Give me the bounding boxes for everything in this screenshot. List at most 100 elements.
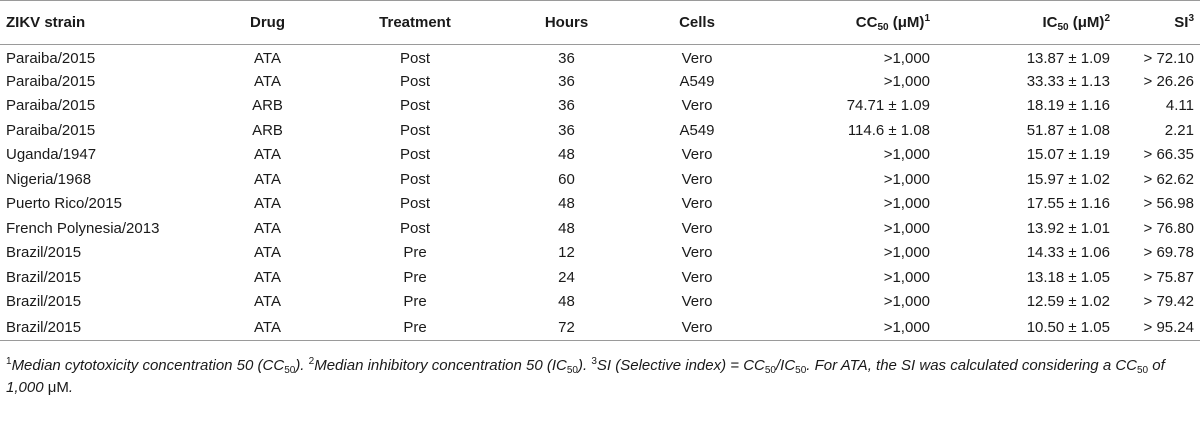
cell-cc50: >1,000 <box>756 314 936 341</box>
cell-cells: Vero <box>681 49 713 67</box>
cell-cells: Vero <box>681 293 713 311</box>
table-row: Brazil/2015 ATA Pre 72 Vero >1,000 10.50 ± 1.0… <box>0 314 1200 341</box>
cell-cells: Vero <box>638 314 756 341</box>
cell-cells: Vero <box>681 244 713 262</box>
table-row: Paraiba/2015 ARB Post 36 Vero 74.71 ± 1.09 18.… <box>0 94 1200 119</box>
cell-hours: 48 <box>558 146 575 164</box>
footnote-subscript: 50 <box>795 365 807 376</box>
cell-hours: 48 <box>558 219 575 237</box>
cell-ic50: 10.50 ± 1.05 <box>936 314 1116 341</box>
cell-si: > 26.26 <box>1143 72 1194 90</box>
cell-ic50: 17.55 ± 1.16 <box>1026 195 1110 213</box>
cell-ic50: 15.97 ± 1.02 <box>1026 170 1110 188</box>
cell-hours: 72 <box>495 314 638 341</box>
si-label: SI <box>1174 14 1189 31</box>
table-header: ZIKV strain Drug Treatment Hours Cells C… <box>0 0 1200 45</box>
cell-cells: Vero <box>681 268 713 286</box>
cell-drug: ARB <box>252 121 283 139</box>
cell-si: > 72.10 <box>1143 49 1194 67</box>
cell-treatment: Pre <box>403 293 427 311</box>
cell-strain: Nigeria/1968 <box>6 170 92 188</box>
cell-ic50: 15.07 ± 1.19 <box>1026 146 1110 164</box>
footnote-text: of 1,000 <box>6 357 1165 396</box>
cell-drug: ATA <box>254 72 281 90</box>
cell-strain: Paraiba/2015 <box>6 49 96 67</box>
cc-footnote-mark: 1 <box>924 13 930 24</box>
cell-cells: Vero <box>681 170 713 188</box>
cell-cc50: >1,000 <box>883 195 930 213</box>
cell-cells: Vero <box>681 195 713 213</box>
table-row: Uganda/1947 ATA Post 48 Vero >1,000 15.07 ± 1.… <box>0 143 1200 168</box>
ic-subscript: 50 <box>1057 22 1069 33</box>
cell-cells: Vero <box>681 97 713 115</box>
cell-hours: 12 <box>558 244 575 262</box>
header-cc50: CC50 (μM)1 <box>756 0 936 45</box>
cell-drug: ARB <box>252 97 283 115</box>
cell-ic50: 12.59 ± 1.02 <box>1026 293 1110 311</box>
header-strain: ZIKV strain <box>0 0 200 45</box>
header-ic50: IC50 (μM)2 <box>936 0 1116 45</box>
cell-treatment: Post <box>399 195 430 213</box>
cell-strain: French Polynesia/2013 <box>6 219 160 237</box>
footnote-text: . <box>68 379 74 396</box>
cell-si: > 79.42 <box>1143 293 1194 311</box>
results-table: ZIKV strain Drug Treatment Hours Cells C… <box>0 0 1200 341</box>
table-row: Paraiba/2015 ATA Post 36 A549 >1,000 33.33 ± 1… <box>0 69 1200 94</box>
cell-cc50: >1,000 <box>883 72 930 90</box>
cell-treatment: Post <box>399 219 430 237</box>
footnote-text: ). <box>295 357 309 374</box>
footnote-text: . For ATA, the SI was calculated conside… <box>806 357 1137 374</box>
header-row: ZIKV strain Drug Treatment Hours Cells C… <box>0 0 1200 45</box>
cell-treatment: Post <box>399 72 430 90</box>
footnote-mark-3: 3 <box>591 356 597 367</box>
cell-cc50: >1,000 <box>883 49 930 67</box>
cell-ic50: 14.33 ± 1.06 <box>1026 244 1110 262</box>
header-drug: Drug <box>200 0 335 45</box>
cell-hours: 48 <box>558 195 575 213</box>
cell-treatment: Post <box>399 49 430 67</box>
cell-drug: ATA <box>254 244 281 262</box>
ic-unit: (μM) <box>1068 14 1105 31</box>
footnote-subscript: 50 <box>764 365 776 376</box>
cell-si: > 76.80 <box>1143 219 1194 237</box>
cell-strain: Brazil/2015 <box>6 293 82 311</box>
footnote-subscript: 50 <box>284 365 296 376</box>
cell-si: > 95.24 <box>1116 314 1200 341</box>
footnote-text: /IC <box>776 357 796 374</box>
cell-cc50: 114.6 ± 1.08 <box>847 121 930 139</box>
footnote-text: ). <box>577 357 592 374</box>
cell-strain: Brazil/2015 <box>6 268 82 286</box>
footnote-subscript: 50 <box>566 365 578 376</box>
cell-hours: 36 <box>558 121 575 139</box>
cell-cc50: 74.71 ± 1.09 <box>846 97 930 115</box>
si-footnote-mark: 3 <box>1188 13 1194 24</box>
cell-treatment: Post <box>399 146 430 164</box>
cell-ic50: 13.92 ± 1.01 <box>1026 219 1110 237</box>
cell-strain: Brazil/2015 <box>6 244 82 262</box>
cc-unit: (μM) <box>888 14 925 31</box>
footnote-text: SI (Selective index) = CC <box>596 357 765 374</box>
header-si: SI3 <box>1116 0 1200 45</box>
table-row: Brazil/2015 ATA Pre 48 Vero >1,000 12.59 ± 1.0… <box>0 290 1200 315</box>
cell-si: 2.21 <box>1164 121 1194 139</box>
cell-drug: ATA <box>254 146 281 164</box>
cell-hours: 36 <box>558 49 575 67</box>
cc-subscript: 50 <box>877 22 889 33</box>
table-row: Puerto Rico/2015 ATA Post 48 Vero >1,000 17.55… <box>0 192 1200 217</box>
header-treatment: Treatment <box>335 0 495 45</box>
cell-ic50: 33.33 ± 1.13 <box>1026 72 1110 90</box>
table-row: Paraiba/2015 ATA Post 36 Vero >1,000 13.87 ± 1… <box>0 45 1200 70</box>
cell-cells: A549 <box>679 72 715 90</box>
footnote-mark-2: 2 <box>308 356 315 367</box>
cell-treatment: Pre <box>403 268 427 286</box>
cell-treatment: Post <box>399 97 430 115</box>
header-cells: Cells <box>638 0 756 45</box>
table-row: Paraiba/2015 ARB Post 36 A549 114.6 ± 1.08 51.… <box>0 118 1200 143</box>
cell-hours: 36 <box>558 97 575 115</box>
cell-drug: ATA <box>254 293 281 311</box>
cell-si: > 56.98 <box>1143 195 1194 213</box>
cell-cells: Vero <box>681 146 713 164</box>
cell-treatment: Pre <box>335 314 495 341</box>
cell-ic50: 13.18 ± 1.05 <box>1026 268 1110 286</box>
cell-cc50: >1,000 <box>883 293 930 311</box>
